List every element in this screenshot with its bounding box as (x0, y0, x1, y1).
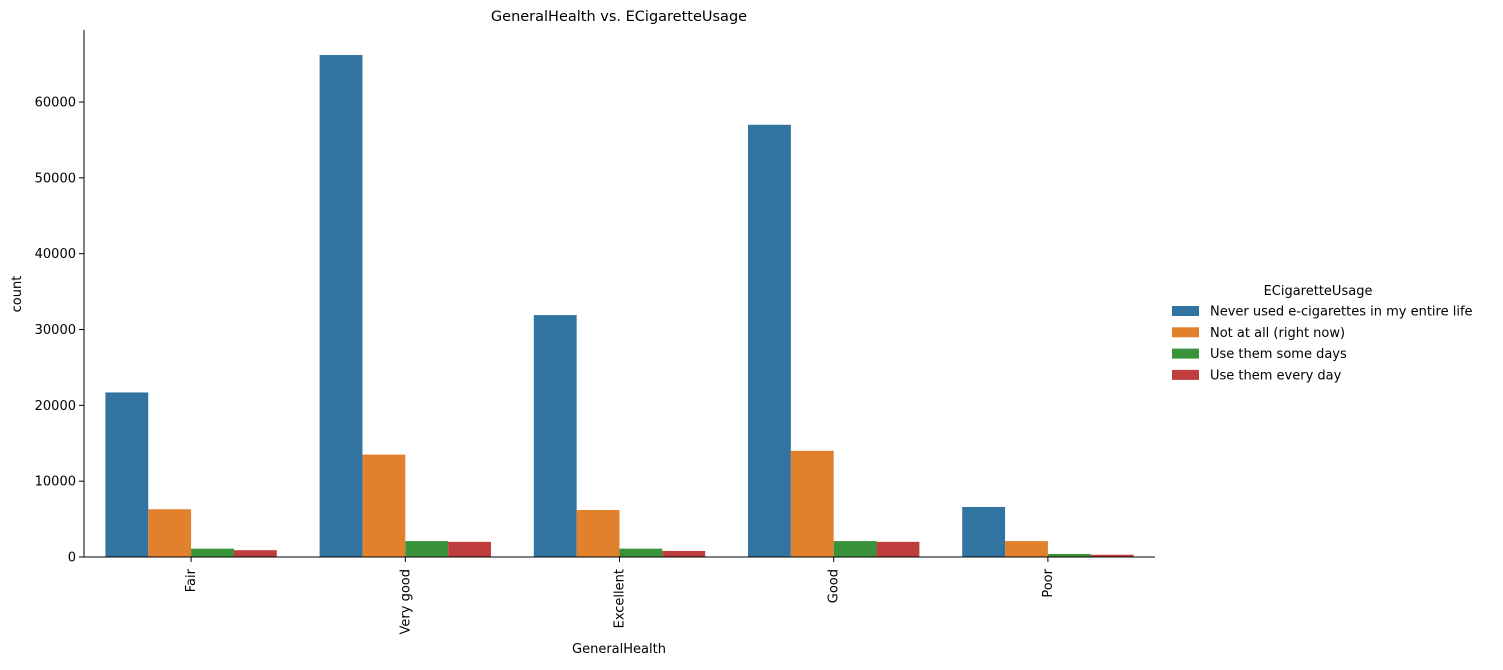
legend-swatch (1172, 306, 1199, 316)
y-tick-label: 10000 (35, 475, 76, 490)
legend-swatch (1172, 348, 1199, 359)
y-axis-label: count (10, 276, 25, 313)
bar (662, 550, 706, 557)
bar (576, 509, 620, 557)
x-tick-label: Good (827, 569, 842, 603)
legend-swatch (1172, 369, 1199, 380)
bar (748, 124, 791, 557)
bar (962, 506, 1006, 557)
bar (1005, 541, 1048, 557)
chart-title: GeneralHealth vs. ECigaretteUsage (491, 9, 747, 25)
x-axis-label: GeneralHealth (572, 642, 666, 657)
bar (448, 541, 491, 557)
x-tick-label: Very good (398, 569, 413, 634)
bar (191, 548, 234, 557)
bar (833, 541, 877, 557)
bar (1047, 553, 1091, 557)
y-tick-label: 0 (68, 551, 76, 566)
y-tick-label: 40000 (35, 247, 76, 262)
y-tick-label: 50000 (35, 171, 76, 186)
x-tick-label: Fair (184, 568, 199, 592)
bar (362, 454, 406, 557)
bar (790, 450, 834, 557)
legend: ECigaretteUsage Never used e-cigarettes … (1172, 284, 1473, 383)
legend-label: Never used e-cigarettes in my entire lif… (1210, 305, 1473, 320)
legend-label: Not at all (right now) (1210, 326, 1345, 341)
legend-label: Use them every day (1210, 368, 1342, 383)
bar (619, 548, 663, 557)
y-tick-label: 30000 (35, 323, 76, 338)
legend-label: Use them some days (1210, 347, 1347, 362)
x-tick-label: Poor (1041, 568, 1056, 597)
y-tick-label: 60000 (35, 96, 76, 111)
bar (105, 392, 149, 557)
x-tick-label: Excellent (613, 569, 628, 628)
bar (533, 315, 577, 557)
bar (148, 509, 192, 557)
plot-area: 0 10000 20000 30000 40000 50000 60000 Fair Very … (35, 30, 1155, 634)
bar (233, 550, 277, 557)
legend-swatch (1172, 327, 1199, 338)
y-tick-label: 20000 (35, 399, 76, 414)
bar (1090, 554, 1134, 557)
bar (405, 541, 449, 557)
bar (319, 55, 363, 558)
bar (876, 541, 920, 557)
legend-title: ECigaretteUsage (1264, 284, 1373, 299)
